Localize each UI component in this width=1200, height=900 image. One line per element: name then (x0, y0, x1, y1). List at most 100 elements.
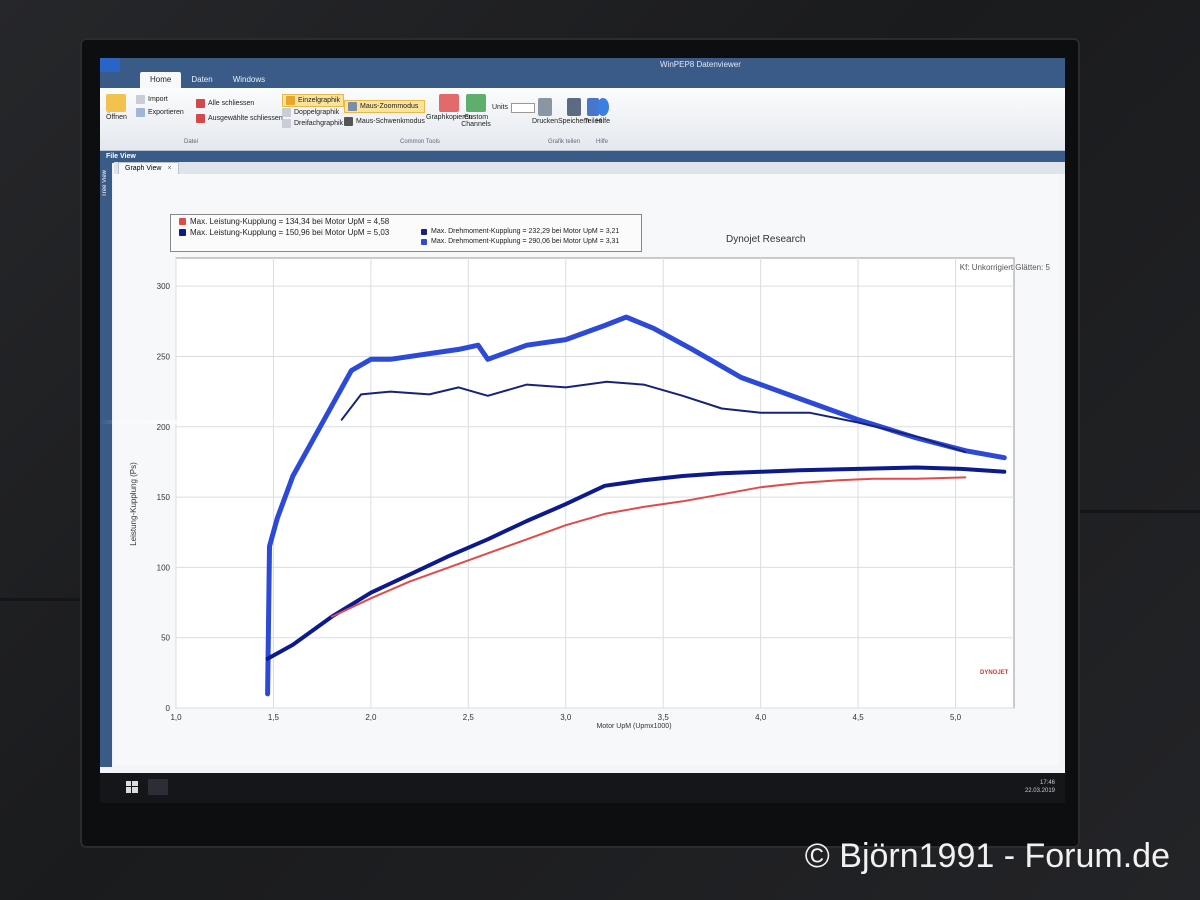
ribbon-group-help: Hilfe Hilfe (596, 92, 626, 148)
x-tick-label: 1,5 (268, 713, 280, 722)
close-tab-icon[interactable]: × (167, 165, 172, 172)
taskbar-app-icon[interactable] (148, 779, 168, 795)
windows-start-icon[interactable] (126, 781, 138, 793)
x-tick-label: 3,5 (658, 713, 670, 722)
y-tick-label: 250 (157, 352, 171, 361)
series-line (265, 314, 1007, 697)
share-group-title: Grafik teilen (548, 139, 581, 145)
title-bar: WinPEP8 Datenviewer (100, 58, 1065, 72)
y-tick-label: 0 (166, 704, 171, 713)
triple-graph-icon (282, 119, 291, 128)
tree-view-label: Tree View (102, 170, 108, 197)
tab-windows[interactable]: Windows (232, 75, 266, 84)
legend-entry: Max. Leistung-Kupplung = 134,34 bei Moto… (179, 217, 389, 226)
legend-swatch (179, 229, 186, 236)
y-tick-label: 200 (157, 423, 171, 432)
help-group-title: Hilfe (596, 139, 609, 145)
pan-mode-label: Maus-Schwenkmodus (356, 118, 425, 125)
tab-daten[interactable]: Daten (191, 75, 213, 84)
double-graph-label: Doppelgraphik (294, 109, 340, 116)
double-graph-button[interactable]: Doppelgraphik (282, 107, 344, 118)
close-all-label: Alle schliessen (208, 100, 255, 107)
save-button[interactable]: Speichern (558, 98, 590, 125)
screen: WinPEP8 Datenviewer Home Daten Windows Ö… (100, 58, 1065, 803)
zoom-mode-button[interactable]: Maus-Zoommodus (344, 100, 425, 113)
file-view-header[interactable]: File View (100, 151, 1065, 163)
clock-time: 17:46 (1039, 780, 1055, 786)
y-tick-label: 100 (157, 563, 171, 572)
legend-entry: Max. Leistung-Kupplung = 150,96 bei Moto… (179, 228, 389, 237)
legend-text: Max. Drehmoment-Kupplung = 290,06 bei Mo… (431, 238, 620, 245)
share-label: Teilen (584, 118, 603, 125)
help-label: Hilfe (596, 118, 611, 125)
taskbar-clock[interactable]: 17:46 22.03.2019 (1025, 779, 1055, 795)
copy-graph-button[interactable]: Graphkopieren (426, 94, 472, 121)
export-button[interactable]: Exportieren (136, 107, 184, 118)
y-axis-label: Leistung-Kupplung (Ps) (129, 462, 138, 546)
x-tick-label: 4,5 (853, 713, 865, 722)
series-line (340, 380, 967, 454)
units-label: Units (492, 104, 508, 111)
legend-text: Max. Leistung-Kupplung = 134,34 bei Moto… (190, 217, 390, 226)
triple-graph-button[interactable]: Dreifachgraphik (282, 118, 344, 129)
pan-icon (344, 117, 353, 126)
pan-mode-button[interactable]: Maus-Schwenkmodus (344, 116, 425, 127)
y-tick-label: 300 (157, 282, 171, 291)
save-icon (566, 98, 581, 116)
help-icon (597, 98, 609, 116)
plot-area (175, 257, 1015, 709)
print-button[interactable]: Drucken (532, 98, 558, 125)
open-label: Öffnen (106, 114, 127, 121)
corner-note: Kf: Unkorrigiert Glätten: 5 (960, 263, 1051, 272)
single-graph-label: Einzelgraphik (298, 97, 341, 104)
export-label: Exportieren (148, 109, 184, 116)
brand-logo: DYNOJET (980, 670, 1009, 676)
units-dropdown[interactable] (510, 102, 535, 113)
open-button[interactable]: Öffnen (106, 94, 127, 121)
series-line (330, 476, 967, 618)
save-label: Speichern (558, 118, 590, 125)
export-icon (136, 108, 145, 117)
double-graph-icon (282, 108, 291, 117)
share-icon (587, 98, 600, 116)
help-button[interactable]: Hilfe (596, 98, 610, 125)
single-graph-icon (286, 96, 295, 105)
import-button[interactable]: Import (136, 94, 184, 105)
units-select[interactable]: Units (492, 102, 535, 113)
ribbon-group-file: Öffnen Import Exportieren Alle schliesse… (104, 92, 284, 148)
common-tools-title: Common Tools (400, 139, 440, 145)
share-button[interactable]: Teilen (584, 98, 602, 125)
window-title: WinPEP8 Datenviewer (660, 60, 741, 69)
dyno-chart[interactable]: Dynojet Research Kf: Unkorrigiert Glätte… (114, 174, 1059, 765)
import-icon (136, 95, 145, 104)
close-all-button[interactable]: Alle schliessen (196, 98, 283, 109)
legend-box: Max. Leistung-Kupplung = 134,34 bei Moto… (170, 214, 642, 252)
wall-seam (1075, 510, 1200, 513)
legend-swatch (179, 218, 186, 225)
zoom-icon (348, 102, 357, 111)
ribbon-group-common-tools: Einzelgraphik Doppelgraphik Dreifachgrap… (282, 92, 622, 148)
app-menu-button[interactable] (100, 58, 120, 72)
taskbar: 17:46 22.03.2019 (100, 773, 1065, 803)
ribbon-tab-bar: Home Daten Windows (100, 72, 1065, 88)
close-selected-label: Ausgewählte schliessen (208, 115, 283, 122)
tab-home[interactable]: Home (140, 72, 182, 88)
legend-text: Max. Leistung-Kupplung = 150,96 bei Moto… (190, 228, 390, 237)
x-tick-label: 4,0 (755, 713, 767, 722)
print-label: Drucken (532, 118, 559, 125)
file-group-title: Datei (184, 139, 199, 145)
document-tab-strip: Graph View × (114, 162, 1065, 175)
clock-date: 22.03.2019 (1024, 788, 1055, 794)
tab-graph-view[interactable]: Graph View × (118, 162, 179, 175)
copy-graph-label: Graphkopieren (426, 114, 473, 121)
graph-area[interactable]: Dynojet Research Kf: Unkorrigiert Glätte… (114, 174, 1059, 765)
legend-entry: Max. Drehmoment-Kupplung = 232,29 bei Mo… (421, 228, 619, 235)
copy-graph-icon (439, 94, 460, 112)
tree-view-panel[interactable]: Tree View (100, 162, 112, 767)
x-tick-label: 2,0 (365, 713, 377, 722)
single-graph-button[interactable]: Einzelgraphik (282, 94, 345, 107)
watermark: © Björn1991 - Forum.de (804, 837, 1170, 875)
ribbon: Öffnen Import Exportieren Alle schliesse… (100, 88, 1065, 151)
close-selected-button[interactable]: Ausgewählte schliessen (196, 113, 283, 124)
custom-channels-button[interactable]: Custom Channels (460, 94, 492, 128)
